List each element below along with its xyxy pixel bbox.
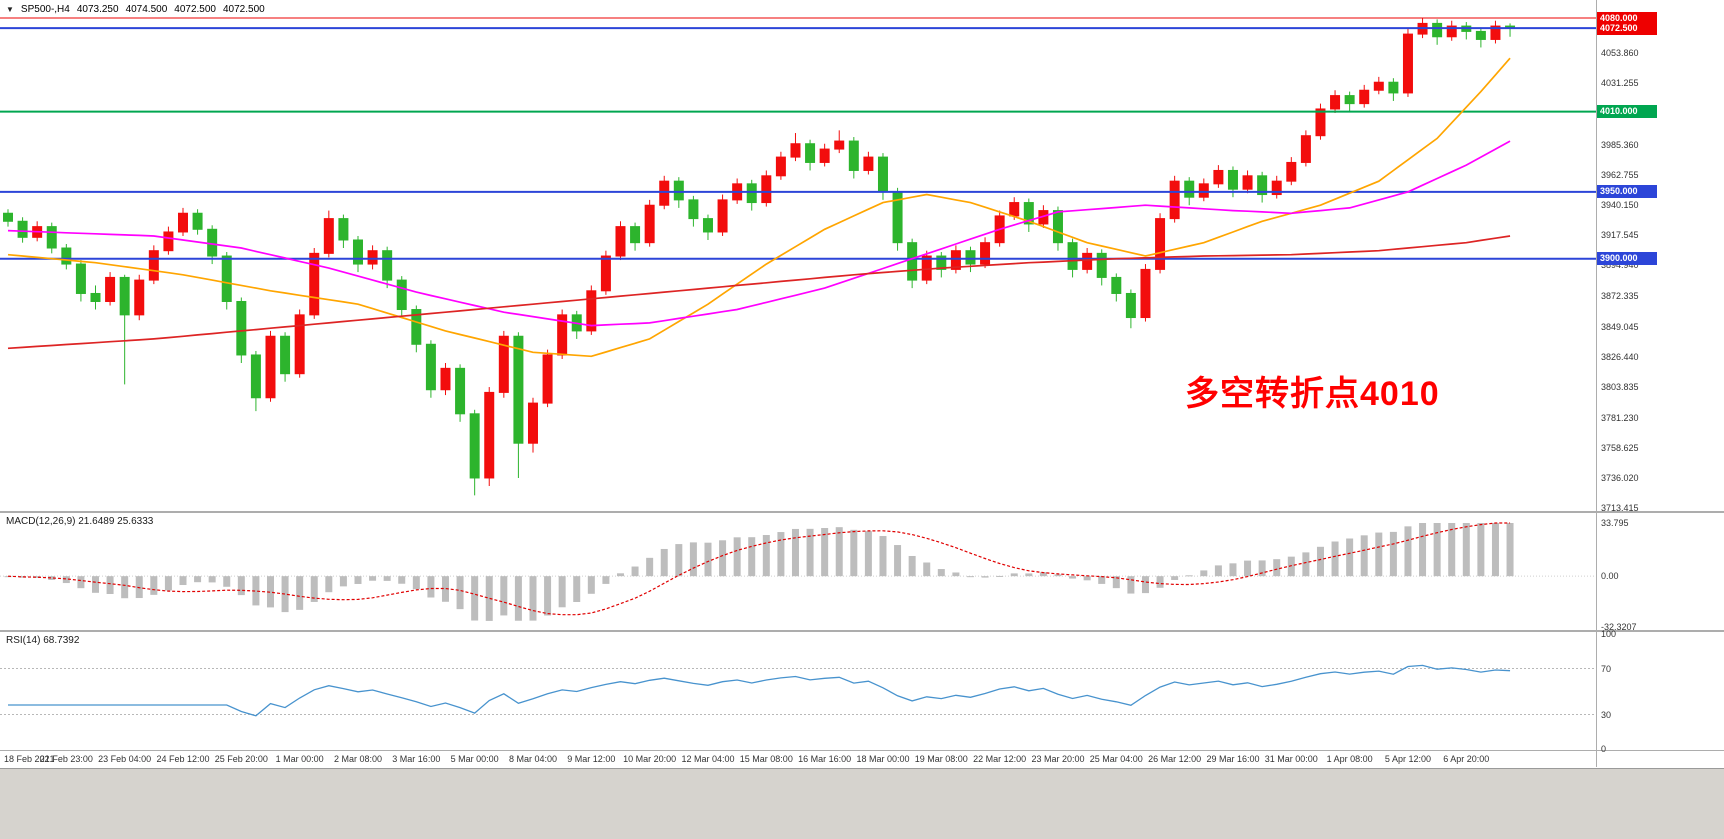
time-axis-label: 9 Mar 12:00 xyxy=(567,754,616,764)
axis-separator xyxy=(0,750,1724,751)
macd-axis-label: -32.3207 xyxy=(1601,622,1637,632)
quote-open: 4073.250 xyxy=(76,4,119,15)
price-axis-label: 3781.230 xyxy=(1601,412,1639,423)
rsi-axis-label: 30 xyxy=(1601,709,1612,720)
time-axis-label: 23 Feb 04:00 xyxy=(98,754,152,764)
time-axis-label: 25 Mar 04:00 xyxy=(1089,754,1143,764)
time-axis-label: 21 Feb 23:00 xyxy=(39,754,93,764)
time-axis-label: 16 Mar 16:00 xyxy=(798,754,852,764)
price-axis-label: 3758.625 xyxy=(1601,442,1639,453)
time-axis-label: 2 Mar 08:00 xyxy=(333,754,382,764)
time-axis-label: 23 Mar 20:00 xyxy=(1031,754,1085,764)
quote-low: 4072.500 xyxy=(174,4,216,15)
price-axis-label: 3917.545 xyxy=(1601,230,1639,241)
window-bottom-area xyxy=(0,768,1724,839)
time-axis-label: 18 Feb 2021 xyxy=(4,754,55,764)
price-axis-label: 3803.835 xyxy=(1601,382,1639,393)
time-axis-label: 10 Mar 20:00 xyxy=(623,754,677,764)
quote-high: 4074.500 xyxy=(125,4,168,15)
time-axis[interactable] xyxy=(0,751,1724,767)
symbol-title: SP500-,H4 xyxy=(20,4,70,15)
ma-medium-line xyxy=(7,140,1511,327)
price-axis-label: 3826.440 xyxy=(1601,352,1639,363)
time-axis-label: 31 Mar 00:00 xyxy=(1264,754,1318,764)
horizontal-level-lines xyxy=(0,17,1596,260)
time-axis-label: 5 Apr 12:00 xyxy=(1384,754,1431,764)
price-axis-label: 3872.335 xyxy=(1601,290,1639,301)
price-axis-label: 3713.415 xyxy=(1601,503,1639,514)
time-axis-label: 25 Feb 20:00 xyxy=(214,754,268,764)
price-axis-separator xyxy=(1596,0,1597,767)
price-axis-label: 3985.360 xyxy=(1601,139,1639,150)
time-axis-label: 5 Mar 00:00 xyxy=(450,754,499,764)
ma-slow-line xyxy=(7,235,1511,350)
time-axis-label: 3 Mar 16:00 xyxy=(392,754,441,764)
trade-annotation: 多空转折点4010 xyxy=(1185,375,1440,413)
time-axis-label: 19 Mar 08:00 xyxy=(914,754,968,764)
time-axis-label: 15 Mar 08:00 xyxy=(739,754,793,764)
time-axis-label: 1 Apr 08:00 xyxy=(1326,754,1373,764)
time-axis-label: 18 Mar 00:00 xyxy=(856,754,910,764)
panel-separator-macd[interactable] xyxy=(0,511,1724,513)
price-level-badge: 3900.000 xyxy=(1597,252,1657,266)
price-level-badge: 4010.000 xyxy=(1597,105,1657,119)
macd-axis-label: 0.00 xyxy=(1601,571,1619,582)
time-axis-label: 26 Mar 12:00 xyxy=(1148,754,1202,764)
rsi-axis-label: 100 xyxy=(1601,629,1617,639)
price-axis-label: 3940.150 xyxy=(1601,200,1639,211)
price-axis-label: 3736.020 xyxy=(1601,472,1639,483)
price-axis-label: 3894.940 xyxy=(1601,260,1639,271)
time-axis-label: 8 Mar 04:00 xyxy=(508,754,557,764)
macd-indicator-label: MACD(12,26,9) 21.6489 25.6333 xyxy=(6,516,154,527)
price-level-badge: 3950.000 xyxy=(1597,185,1657,199)
rsi-axis-label: 70 xyxy=(1601,663,1612,674)
time-axis-label: 6 Apr 20:00 xyxy=(1443,754,1490,764)
quote-close: 4072.500 xyxy=(223,4,265,15)
rsi-axis-label: 0 xyxy=(1601,744,1607,754)
macd-signal-line xyxy=(7,522,1511,616)
price-level-badge: 4072.500 xyxy=(1597,21,1657,35)
time-axis-label: 24 Feb 12:00 xyxy=(156,754,210,764)
symbol-dropdown-icon[interactable]: ▼ xyxy=(6,5,14,14)
price-axis-label: 4053.860 xyxy=(1601,47,1639,58)
rsi-line xyxy=(8,664,1511,717)
time-axis-label: 29 Mar 16:00 xyxy=(1206,754,1260,764)
time-axis-label: 1 Mar 00:00 xyxy=(275,754,324,764)
symbol-info-bar: ▼ SP500-,H4 4073.250 4074.500 4072.500 4… xyxy=(6,4,265,15)
time-axis-label: 22 Mar 12:00 xyxy=(973,754,1027,764)
candlestick-series xyxy=(3,18,1516,496)
price-axis-label: 3962.755 xyxy=(1601,169,1639,180)
price-level-badge: 4080.000 xyxy=(1597,11,1657,25)
macd-axis-label: 33.795 xyxy=(1601,518,1629,528)
price-axis-label: 3849.045 xyxy=(1601,321,1639,332)
ma-fast-line xyxy=(7,57,1511,358)
panel-separator-rsi[interactable] xyxy=(0,630,1724,632)
time-axis-label: 12 Mar 04:00 xyxy=(681,754,735,764)
macd-histogram xyxy=(4,523,1514,621)
rsi-indicator-label: RSI(14) 68.7392 xyxy=(6,635,80,646)
price-axis-label: 4031.255 xyxy=(1601,78,1639,89)
